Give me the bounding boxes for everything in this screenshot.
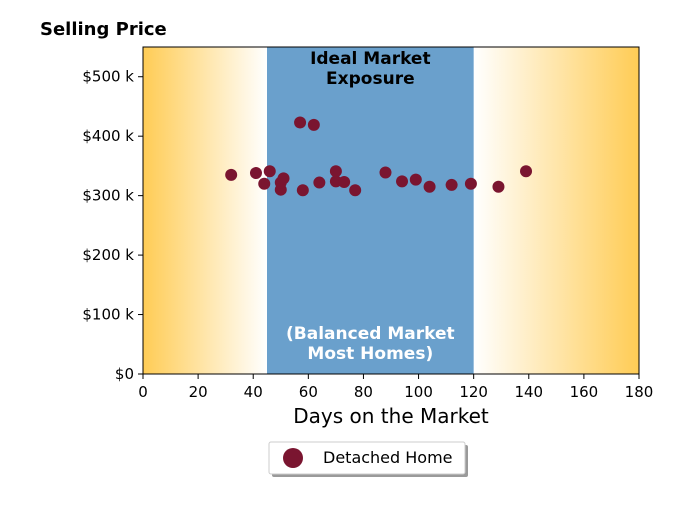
- x-tick-label: 120: [459, 383, 488, 401]
- y-tick-label: $400 k: [82, 127, 134, 145]
- data-point: [294, 116, 307, 129]
- data-point: [379, 166, 392, 179]
- y-tick-label: $500 k: [82, 68, 134, 86]
- x-tick-label: 160: [570, 383, 599, 401]
- legend: Detached Home: [268, 441, 468, 477]
- x-tick-label: 80: [354, 383, 373, 401]
- band-label-bottom-line: (Balanced Market: [286, 324, 455, 344]
- data-point: [307, 118, 320, 131]
- x-tick-label: 100: [404, 383, 433, 401]
- data-point: [445, 178, 458, 191]
- y-tick-label: $0: [115, 365, 134, 383]
- left-gradient-zone: [143, 47, 267, 374]
- legend-marker: [283, 448, 303, 468]
- band-label-bottom-line: Most Homes): [307, 344, 433, 364]
- y-axis: $0 $100 k $200 k $300 k $400 k $500 k: [82, 68, 143, 383]
- data-point: [338, 175, 351, 188]
- data-point: [277, 172, 290, 185]
- data-point: [492, 180, 505, 193]
- x-tick-label: 20: [189, 383, 208, 401]
- plot-frame: [142, 46, 640, 375]
- data-point: [225, 168, 238, 181]
- data-point: [520, 165, 533, 178]
- data-point: [296, 184, 309, 197]
- data-point: [249, 167, 262, 180]
- data-point: [396, 175, 409, 188]
- data-point: [409, 173, 422, 186]
- market-band: [267, 47, 474, 374]
- x-tick-label: 0: [138, 383, 148, 401]
- legend-box: [268, 441, 466, 475]
- right-gradient-zone: [473, 47, 639, 374]
- data-point: [329, 165, 342, 178]
- chart-title: Selling Price: [40, 19, 167, 40]
- data-point: [313, 176, 326, 189]
- x-tick-label: 180: [625, 383, 654, 401]
- data-point: [263, 165, 276, 178]
- data-points: [225, 116, 533, 197]
- legend-label: Detached Home: [323, 448, 453, 467]
- x-tick-label: 40: [244, 383, 263, 401]
- band-label-top-line: Ideal Market: [310, 49, 431, 69]
- x-axis: 0 20 40 60 80 100 120 140 160 180: [138, 374, 653, 401]
- x-tick-label: 140: [514, 383, 543, 401]
- x-axis-title: Days on the Market: [293, 404, 489, 428]
- data-point: [258, 177, 271, 190]
- data-point: [464, 177, 477, 190]
- data-point: [349, 184, 362, 197]
- x-tick-label: 60: [299, 383, 318, 401]
- y-tick-label: $300 k: [82, 187, 134, 205]
- ideal-exposure-band: [267, 47, 474, 374]
- y-tick-label: $100 k: [82, 306, 134, 324]
- data-point: [423, 180, 436, 193]
- band-label-top-line: Exposure: [326, 69, 415, 89]
- y-tick-label: $200 k: [82, 246, 134, 264]
